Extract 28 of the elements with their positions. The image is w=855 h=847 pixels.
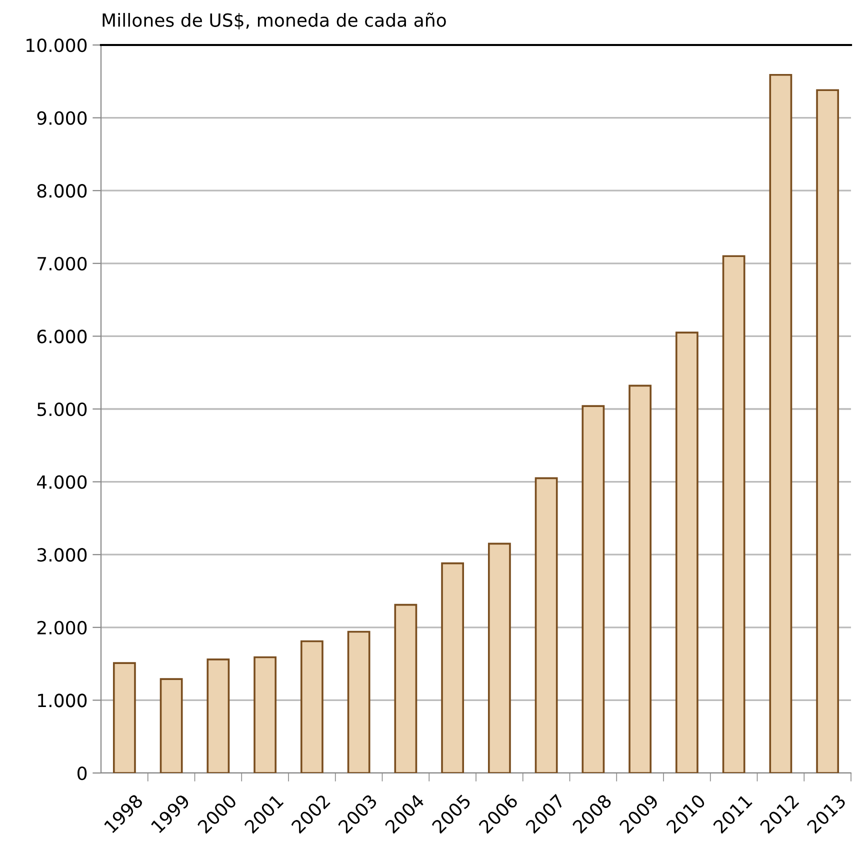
bar xyxy=(112,662,136,773)
bar xyxy=(394,604,418,773)
bar xyxy=(722,255,746,773)
bar xyxy=(160,678,183,773)
y-tick-label: 4.000 xyxy=(37,475,87,489)
y-tick-label: 6.000 xyxy=(37,330,87,344)
bar xyxy=(534,477,558,773)
bar xyxy=(628,384,652,773)
y-tick-label: 3.000 xyxy=(37,548,87,562)
bar xyxy=(206,658,230,773)
bar xyxy=(347,630,370,773)
bar xyxy=(582,405,605,773)
bar xyxy=(769,74,792,773)
bar xyxy=(675,332,698,773)
y-tick-label: 2.000 xyxy=(37,620,87,635)
bar xyxy=(254,656,277,773)
y-tick-label: 5.000 xyxy=(38,402,87,416)
y-tick-label: 8.000 xyxy=(37,184,87,198)
y-tick-label: 9.000 xyxy=(37,111,87,125)
y-tick-label: 7.000 xyxy=(38,256,87,271)
y-tick-label: 10.000 xyxy=(26,38,87,52)
y-tick-label: 1.000 xyxy=(38,694,87,708)
bar xyxy=(300,640,324,773)
y-tick-label: 0 xyxy=(78,766,87,780)
bar xyxy=(441,562,464,773)
y-axis-title: Millones de US$, moneda de cada año xyxy=(102,12,446,30)
bar xyxy=(488,542,511,773)
bar xyxy=(816,89,840,773)
